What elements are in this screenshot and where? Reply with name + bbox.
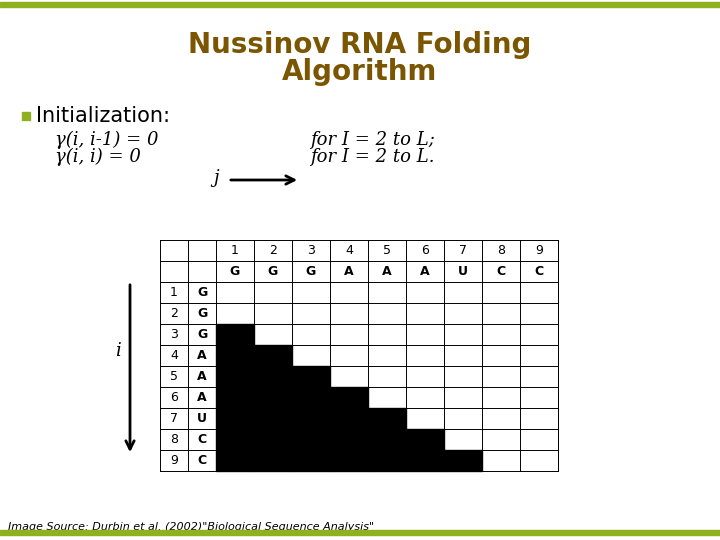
Bar (216, 366, 254, 387)
Text: j: j (213, 169, 219, 187)
Text: A: A (197, 370, 207, 383)
Text: C: C (197, 454, 207, 467)
Bar (254, 429, 292, 450)
Text: 4: 4 (345, 244, 353, 257)
Text: 4: 4 (170, 349, 178, 362)
Bar (216, 429, 254, 450)
Text: 6: 6 (421, 244, 429, 257)
Bar (216, 408, 254, 429)
Text: 1: 1 (231, 244, 239, 257)
Bar (292, 408, 330, 429)
Text: Image Source: Durbin et al. (2002)"Biological Sequence Analysis": Image Source: Durbin et al. (2002)"Biolo… (8, 522, 374, 532)
Text: 5: 5 (383, 244, 391, 257)
Text: 2: 2 (269, 244, 277, 257)
Bar (406, 450, 444, 471)
Text: G: G (268, 265, 278, 278)
Text: γ(i, i) = 0: γ(i, i) = 0 (55, 148, 141, 166)
Text: 7: 7 (459, 244, 467, 257)
Text: G: G (197, 307, 207, 320)
Text: A: A (197, 391, 207, 404)
Bar (216, 324, 254, 345)
Bar (330, 387, 368, 408)
Bar (254, 366, 292, 387)
Text: i: i (115, 342, 121, 360)
Bar (0, 2, 720, 7)
Text: 8: 8 (497, 244, 505, 257)
Text: 9: 9 (535, 244, 543, 257)
Bar (254, 345, 292, 366)
Bar (254, 387, 292, 408)
Bar (216, 450, 254, 471)
Text: 9: 9 (170, 454, 178, 467)
Bar (444, 450, 482, 471)
Text: A: A (344, 265, 354, 278)
Text: G: G (230, 265, 240, 278)
Bar (330, 429, 368, 450)
Text: C: C (496, 265, 505, 278)
Text: 3: 3 (307, 244, 315, 257)
Text: C: C (534, 265, 544, 278)
Bar (368, 408, 406, 429)
Text: U: U (458, 265, 468, 278)
Text: Initialization:: Initialization: (36, 106, 170, 126)
Bar (292, 450, 330, 471)
Bar (330, 408, 368, 429)
Text: 7: 7 (170, 412, 178, 425)
Bar (292, 366, 330, 387)
Text: A: A (197, 349, 207, 362)
Bar (368, 429, 406, 450)
Text: G: G (306, 265, 316, 278)
Text: 1: 1 (170, 286, 178, 299)
Bar (292, 429, 330, 450)
Text: G: G (197, 328, 207, 341)
Text: for I = 2 to L;: for I = 2 to L; (310, 131, 435, 149)
Bar (368, 450, 406, 471)
Bar (254, 408, 292, 429)
Text: A: A (420, 265, 430, 278)
Text: 3: 3 (170, 328, 178, 341)
Bar (406, 429, 444, 450)
Text: C: C (197, 433, 207, 446)
Text: 5: 5 (170, 370, 178, 383)
Bar (254, 450, 292, 471)
Text: 8: 8 (170, 433, 178, 446)
Bar (216, 387, 254, 408)
Text: 6: 6 (170, 391, 178, 404)
Bar (292, 387, 330, 408)
Text: G: G (197, 286, 207, 299)
Text: A: A (382, 265, 392, 278)
Text: Algorithm: Algorithm (282, 58, 438, 86)
Text: γ(i, i-1) = 0: γ(i, i-1) = 0 (55, 131, 158, 149)
Bar (22, 112, 30, 120)
Text: Nussinov RNA Folding: Nussinov RNA Folding (189, 31, 531, 59)
Bar (330, 450, 368, 471)
Text: 2: 2 (170, 307, 178, 320)
Bar (0, 530, 720, 535)
Bar (216, 345, 254, 366)
Text: U: U (197, 412, 207, 425)
Text: for I = 2 to L.: for I = 2 to L. (310, 148, 434, 166)
